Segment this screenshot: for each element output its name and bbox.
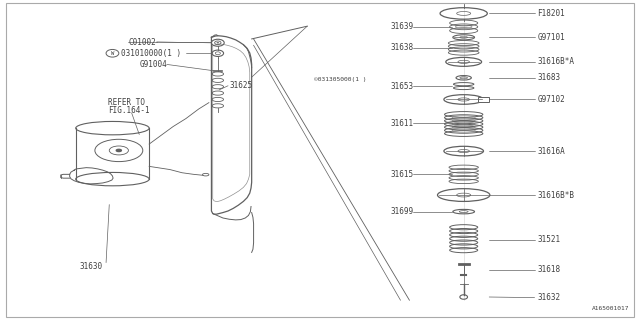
Text: G91004: G91004 [140,60,168,69]
Text: 31616B*A: 31616B*A [537,57,574,66]
Text: W: W [111,51,114,56]
Text: 31683: 31683 [537,73,560,82]
Text: 31632: 31632 [537,293,560,302]
Text: 31630: 31630 [80,262,103,271]
Text: G97102: G97102 [537,95,565,104]
Text: 31611: 31611 [390,119,413,128]
Text: ©031305000(1 ): ©031305000(1 ) [314,77,366,82]
Text: REFER TO: REFER TO [108,98,145,107]
Text: 31699: 31699 [390,207,413,216]
Text: 31639: 31639 [390,22,413,31]
Ellipse shape [116,149,122,152]
Ellipse shape [216,42,219,44]
Text: A165001017: A165001017 [592,306,630,311]
Text: 31653: 31653 [390,82,413,91]
Text: 31618: 31618 [537,265,560,275]
Text: F18201: F18201 [537,9,565,18]
Text: 31638: 31638 [390,43,413,52]
Text: 31616A: 31616A [537,147,565,156]
Text: 31616B*B: 31616B*B [537,190,574,200]
Text: C01002: C01002 [129,38,156,47]
Text: FIG.164-1: FIG.164-1 [108,106,150,115]
Ellipse shape [460,77,467,79]
Text: 31625: 31625 [229,81,252,90]
Bar [477,97,489,102]
Text: 031010000(1 ): 031010000(1 ) [121,49,181,58]
Text: 31615: 31615 [390,170,413,179]
Text: G97101: G97101 [537,33,565,42]
Text: 31521: 31521 [537,235,560,244]
